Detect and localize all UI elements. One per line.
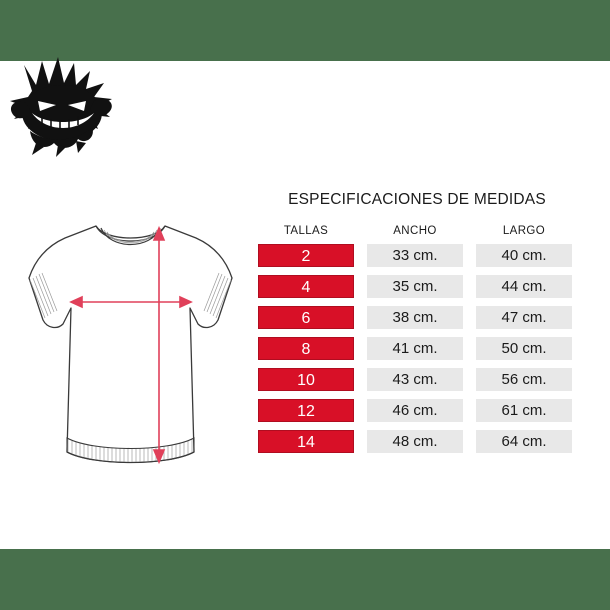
grin-icon <box>32 113 94 129</box>
largo-cell: 50 cm. <box>476 337 572 360</box>
letterbox-top <box>0 0 610 61</box>
largo-arrow <box>152 225 166 465</box>
largo-cell: 40 cm. <box>476 244 572 267</box>
largo-cell: 64 cm. <box>476 430 572 453</box>
letterbox-bottom <box>0 549 610 610</box>
table-row: 6 38 cm. 47 cm. <box>258 306 576 329</box>
table-row: 12 46 cm. 61 cm. <box>258 399 576 422</box>
right-eye-icon <box>68 101 86 111</box>
tshirt-measurement-diagram <box>28 225 233 465</box>
table-title: ESPECIFICACIONES DE MEDIDAS <box>288 191 546 208</box>
ancho-cell: 38 cm. <box>367 306 463 329</box>
column-header-largo: LARGO <box>502 225 546 237</box>
table-row: 2 33 cm. 40 cm. <box>258 244 576 267</box>
table-header-row: TALLAS ANCHO LARGO <box>258 225 576 237</box>
column-header-tallas: TALLAS <box>283 225 329 237</box>
largo-cell: 47 cm. <box>476 306 572 329</box>
ancho-cell: 48 cm. <box>367 430 463 453</box>
size-cell: 14 <box>258 430 354 453</box>
largo-cell: 44 cm. <box>476 275 572 298</box>
table-row: 4 35 cm. 44 cm. <box>258 275 576 298</box>
content-area: ESPECIFICACIONES DE MEDIDAS TALLAS ANCHO… <box>0 57 610 549</box>
ancho-arrow <box>69 295 193 309</box>
size-cell: 8 <box>258 337 354 360</box>
column-header-ancho: ANCHO <box>393 225 437 237</box>
table-row: 14 48 cm. 64 cm. <box>258 430 576 453</box>
ancho-cell: 33 cm. <box>367 244 463 267</box>
table-row: 10 43 cm. 56 cm. <box>258 368 576 391</box>
left-eye-icon <box>38 101 56 111</box>
size-cell: 2 <box>258 244 354 267</box>
size-cell: 6 <box>258 306 354 329</box>
size-cell: 4 <box>258 275 354 298</box>
largo-cell: 56 cm. <box>476 368 572 391</box>
table-row: 8 41 cm. 50 cm. <box>258 337 576 360</box>
ancho-cell: 41 cm. <box>367 337 463 360</box>
largo-cell: 61 cm. <box>476 399 572 422</box>
size-cell: 10 <box>258 368 354 391</box>
ancho-cell: 43 cm. <box>367 368 463 391</box>
measurements-table: ESPECIFICACIONES DE MEDIDAS TALLAS ANCHO… <box>258 191 576 461</box>
ancho-cell: 35 cm. <box>367 275 463 298</box>
gengar-silhouette-logo <box>10 57 112 157</box>
size-cell: 12 <box>258 399 354 422</box>
ancho-cell: 46 cm. <box>367 399 463 422</box>
